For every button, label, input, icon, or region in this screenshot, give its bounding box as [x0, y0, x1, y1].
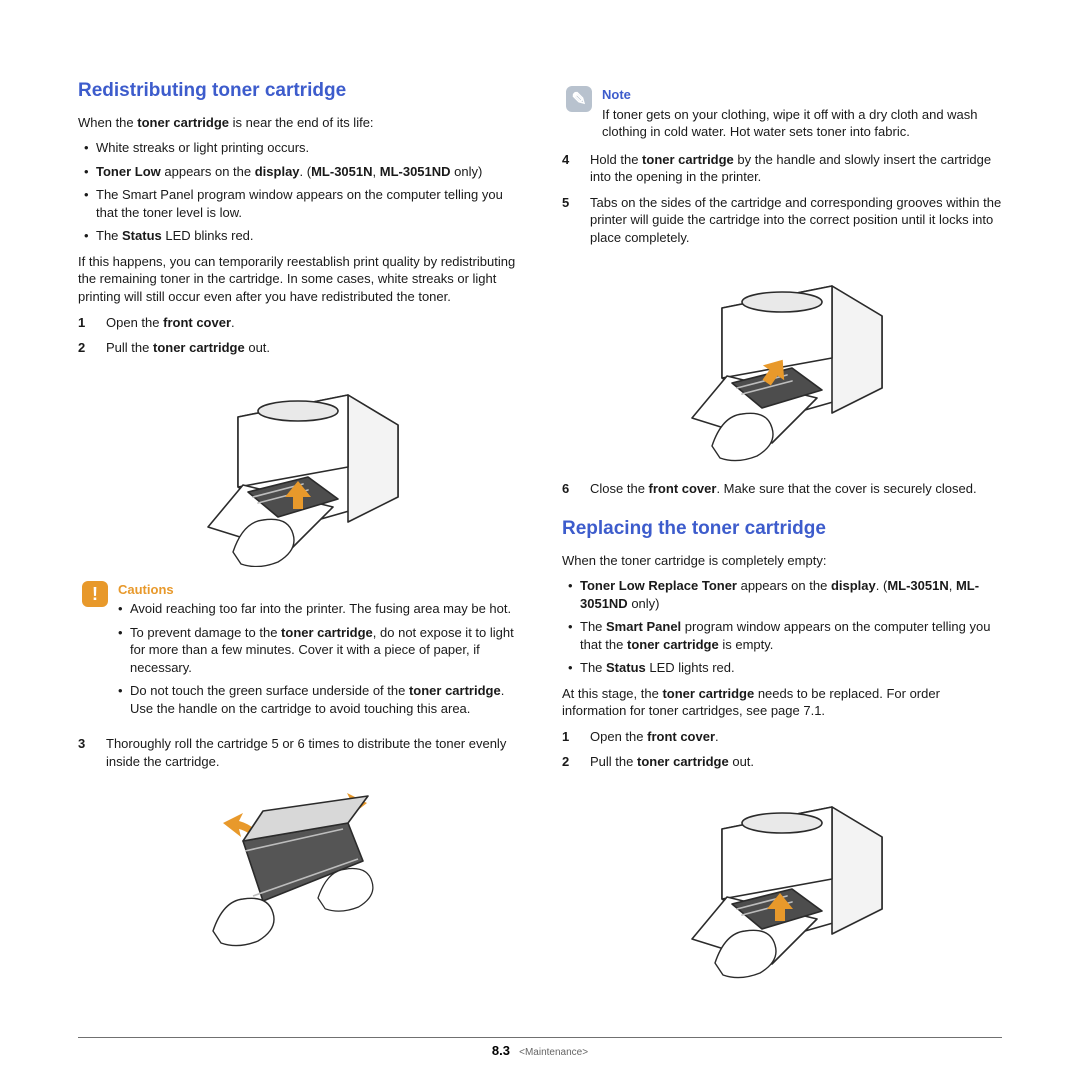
figure-pull-cartridge-2 — [562, 781, 1002, 981]
step-row: 1 Open the front cover. — [78, 314, 518, 332]
symptom-item: White streaks or light printing occurs. — [84, 139, 518, 157]
replace-paragraph: At this stage, the toner cartridge needs… — [562, 685, 1002, 720]
heading-replacing: Replacing the toner cartridge — [562, 516, 1002, 542]
note-text: If toner gets on your clothing, wipe it … — [602, 107, 978, 140]
replace-intro: When the toner cartridge is completely e… — [562, 552, 1002, 570]
step-row: 2 Pull the toner cartridge out. — [562, 753, 1002, 771]
caution-item: Do not touch the green surface underside… — [118, 682, 518, 717]
right-column: ✎ Note If toner gets on your clothing, w… — [562, 78, 1002, 995]
symptom-item: Toner Low appears on the display. (ML-30… — [84, 163, 518, 181]
step-row: 4 Hold the toner cartridge by the handle… — [562, 151, 1002, 186]
heading-redistributing: Redistributing toner cartridge — [78, 78, 518, 104]
step-row: 1 Open the front cover. — [562, 728, 1002, 746]
step-row: 2 Pull the toner cartridge out. — [78, 339, 518, 357]
intro-line: When the toner cartridge is near the end… — [78, 114, 518, 132]
cautions-callout: ! Cautions Avoid reaching too far into t… — [78, 581, 518, 726]
step-number: 3 — [78, 735, 92, 770]
figure-insert-cartridge — [562, 256, 1002, 466]
step-number: 4 — [562, 151, 576, 186]
replace-symptom-list: Toner Low Replace Toner appears on the d… — [562, 577, 1002, 677]
symptom-item: The Smart Panel program window appears o… — [84, 186, 518, 221]
note-icon: ✎ — [566, 86, 592, 112]
figure-pull-cartridge — [78, 367, 518, 567]
step-number: 1 — [78, 314, 92, 332]
symptom-list: White streaks or light printing occurs. … — [78, 139, 518, 245]
symptom-item: The Status LED lights red. — [568, 659, 1002, 677]
caution-icon: ! — [82, 581, 108, 607]
step-number: 2 — [78, 339, 92, 357]
step-number: 2 — [562, 753, 576, 771]
symptom-item: The Status LED blinks red. — [84, 227, 518, 245]
explain-paragraph: If this happens, you can temporarily ree… — [78, 253, 518, 306]
symptom-item: The Smart Panel program window appears o… — [568, 618, 1002, 653]
step-row: 5 Tabs on the sides of the cartridge and… — [562, 194, 1002, 247]
step-row: 6 Close the front cover. Make sure that … — [562, 480, 1002, 498]
step-number: 5 — [562, 194, 576, 247]
caution-item: To prevent damage to the toner cartridge… — [118, 624, 518, 677]
note-callout: ✎ Note If toner gets on your clothing, w… — [562, 86, 1002, 141]
figure-roll-cartridge — [78, 781, 518, 961]
page-footer: 8.3 <Maintenance> — [78, 1037, 1002, 1060]
symptom-item: Toner Low Replace Toner appears on the d… — [568, 577, 1002, 612]
step-row: 3 Thoroughly roll the cartridge 5 or 6 t… — [78, 735, 518, 770]
cautions-title: Cautions — [118, 581, 518, 599]
caution-item: Avoid reaching too far into the printer.… — [118, 600, 518, 618]
left-column: Redistributing toner cartridge When the … — [78, 78, 518, 995]
step-number: 1 — [562, 728, 576, 746]
step-number: 6 — [562, 480, 576, 498]
note-title: Note — [602, 86, 1002, 104]
